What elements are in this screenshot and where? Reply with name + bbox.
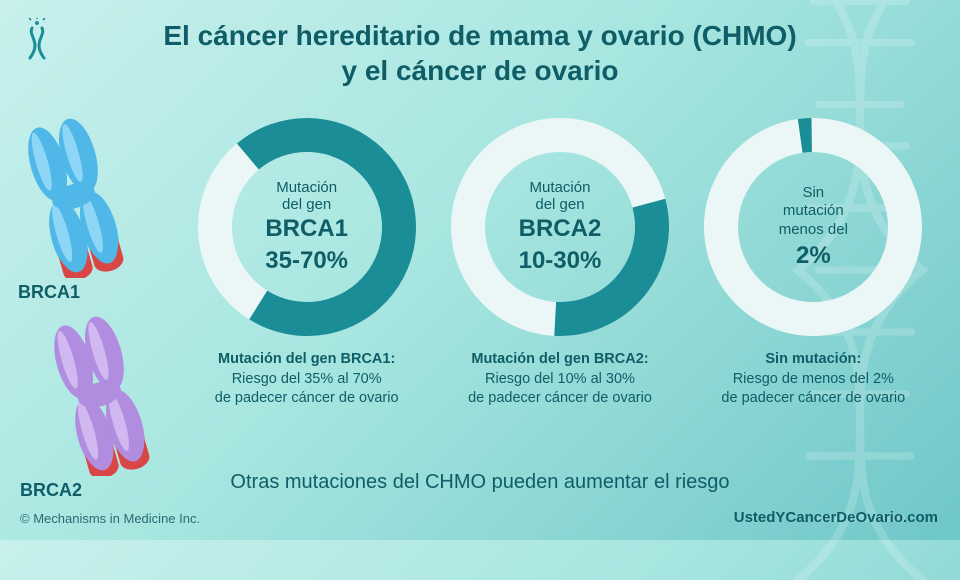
donut-caption: Sin mutación:Riesgo de menos del 2%de pa…: [721, 350, 905, 409]
donut-0: Mutacióndel gen BRCA1 35-70% Mutación de…: [185, 118, 428, 409]
donut-1: Mutacióndel gen BRCA2 10-30% Mutación de…: [438, 118, 681, 409]
donut-row: Mutacióndel gen BRCA1 35-70% Mutación de…: [185, 118, 935, 409]
donut-center-top: Mutacióndel gen: [530, 179, 591, 214]
site-url: UstedYCancerDeOvario.com: [734, 509, 938, 526]
donut-2: Sinmutación menos del 2% Sin mutación:Ri…: [692, 118, 935, 409]
chromosome-brca2: [46, 316, 156, 476]
donut-center-top: Sinmutación: [783, 184, 844, 219]
donut-center-value: 2%: [796, 242, 831, 270]
page-title: El cáncer hereditario de mama y ovario (…: [0, 18, 960, 88]
donut-center-value: 10-30%: [519, 247, 602, 275]
donut-caption: Mutación del gen BRCA1:Riesgo del 35% al…: [215, 350, 399, 409]
donut-center-main: BRCA2: [519, 215, 602, 243]
bottom-note: Otras mutaciones del CHMO pueden aumenta…: [0, 471, 960, 494]
donut-center-top: Mutacióndel gen: [276, 179, 337, 214]
chromosome-brca1: [20, 118, 130, 278]
donut-center-value: 35-70%: [265, 247, 348, 275]
donut-center-main: BRCA1: [265, 215, 348, 243]
donut-caption: Mutación del gen BRCA2:Riesgo del 10% al…: [468, 350, 652, 409]
copyright: © Mechanisms in Medicine Inc.: [20, 511, 200, 526]
donut-center-main: menos del: [779, 221, 848, 238]
chromosome-label: BRCA1: [18, 282, 80, 303]
